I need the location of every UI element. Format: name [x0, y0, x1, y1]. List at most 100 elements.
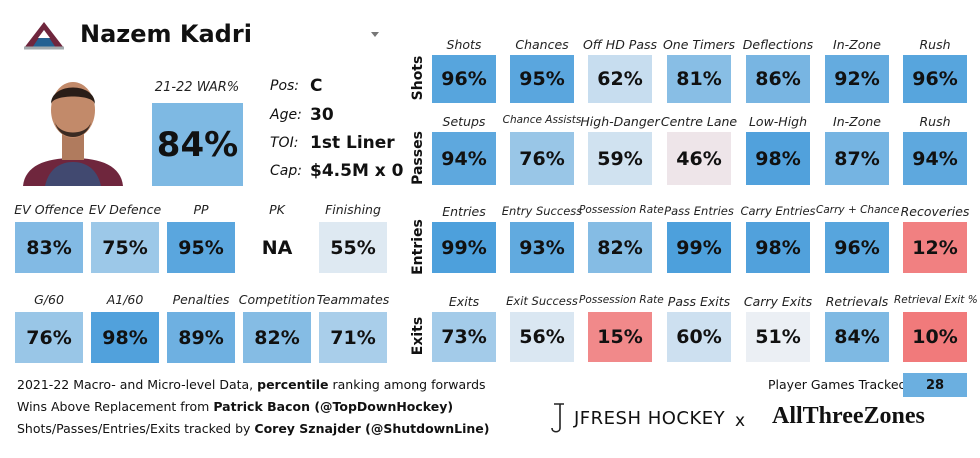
metric-value: 98% [746, 222, 810, 273]
metric-value: 86% [746, 55, 810, 103]
footer-line: 2021-22 Macro- and Micro-level Data, per… [17, 377, 486, 392]
bio-value: 30 [310, 105, 334, 125]
metric-value: 82% [588, 222, 652, 273]
metric-label: Carry Exits [743, 294, 813, 309]
metric-label: Entry Success [501, 204, 583, 218]
team-logo [24, 22, 64, 50]
metric-value: 55% [319, 222, 387, 273]
metric-value: 59% [588, 132, 652, 185]
brand-jfresh: JFRESH HOCKEY [574, 408, 726, 429]
metric-label: Carry + Chance [816, 204, 900, 216]
footer-line: Wins Above Replacement from Patrick Baco… [17, 399, 453, 414]
metric-label: Exit Success [506, 294, 578, 308]
metric-label: In-Zone [833, 114, 881, 129]
metric-value: 98% [91, 312, 159, 363]
metric-value: 89% [167, 312, 235, 363]
war-label: 21-22 WAR% [154, 80, 240, 95]
metric-label: Off HD Pass [582, 37, 658, 52]
metric-value: 95% [167, 222, 235, 273]
metric-value: 82% [243, 312, 311, 363]
metric-label: Centre Lane [660, 114, 738, 129]
metric-label: Rush [919, 37, 951, 52]
metric-value: 99% [667, 222, 731, 273]
metric-label: Shots [446, 37, 482, 52]
metric-label: Possession Rate [579, 204, 664, 216]
bio-value: 1st Liner [310, 133, 395, 153]
footer-text: Shots/Passes/Entries/Exits tracked by [17, 421, 255, 436]
footer-text: Patrick Bacon (@TopDownHockey) [213, 399, 454, 414]
metric-label: G/60 [34, 292, 64, 307]
dropdown-arrow[interactable] [371, 31, 381, 39]
row-title: Shots [410, 55, 426, 101]
metric-value: 93% [510, 222, 574, 273]
metric-label: One Timers [662, 37, 736, 52]
metric-value: 83% [15, 222, 83, 273]
jfresh-icon [551, 403, 564, 433]
footer-text: ranking among forwards [328, 377, 486, 392]
metric-label: Chances [515, 37, 569, 52]
metric-value: 76% [510, 132, 574, 185]
metric-value: 56% [510, 312, 574, 362]
metric-value: 99% [432, 222, 496, 273]
metric-label: Entries [442, 204, 486, 219]
metric-label: Setups [442, 114, 486, 129]
footer-text: percentile [257, 377, 329, 392]
war-value: 84% [152, 103, 243, 186]
bio-label: Age: [270, 107, 302, 123]
bio-value: C [310, 76, 323, 96]
metric-value: 12% [903, 222, 967, 273]
metric-value: 95% [510, 55, 574, 103]
metric-value: 98% [746, 132, 810, 185]
metric-label: Teammates [316, 292, 390, 307]
row-title: Exits [410, 316, 426, 356]
metric-value: 51% [746, 312, 810, 362]
metric-value: 84% [825, 312, 889, 362]
player-photo [23, 82, 123, 186]
metric-label: PP [193, 202, 209, 217]
metric-value: 87% [825, 132, 889, 185]
games-label: Player Games Tracked: [768, 377, 911, 392]
bio-label: TOI: [270, 135, 299, 151]
metric-value: 96% [825, 222, 889, 273]
row-title: Entries [410, 218, 426, 275]
metric-value: 60% [667, 312, 731, 362]
metric-label: Finishing [325, 202, 381, 217]
games-value: 28 [903, 373, 967, 397]
metric-label: In-Zone [833, 37, 881, 52]
metric-label: Carry Entries [740, 204, 816, 218]
metric-label: Deflections [742, 37, 814, 52]
metric-label: Possession Rate [579, 294, 664, 306]
metric-value: 94% [432, 132, 496, 185]
brand-allthreezones: AllThreeZones [772, 403, 925, 429]
metric-label: PK [269, 202, 285, 217]
metric-value: 62% [588, 55, 652, 103]
bio-label: Pos: [270, 78, 300, 94]
metric-label: High-Danger [580, 114, 660, 129]
metric-value: 10% [903, 312, 967, 362]
metric-value: 46% [667, 132, 731, 185]
metric-label: Chance Assists [502, 114, 582, 126]
footer-line: Shots/Passes/Entries/Exits tracked by Co… [17, 421, 489, 436]
metric-value: NA [243, 222, 311, 273]
metric-value: 15% [588, 312, 652, 362]
metric-label: Pass Exits [667, 294, 731, 309]
metric-label: Retrievals [825, 294, 889, 309]
player-name: Nazem Kadri [80, 20, 252, 48]
metric-label: Exits [448, 294, 480, 309]
metric-value: 76% [15, 312, 83, 363]
metric-label: EV Offence [14, 202, 84, 217]
metric-label: EV Defence [88, 202, 162, 217]
metric-label: A1/60 [106, 292, 144, 307]
metric-label: Recoveries [900, 204, 970, 219]
metric-value: 92% [825, 55, 889, 103]
bio-label: Cap: [270, 163, 302, 179]
metric-value: 96% [432, 55, 496, 103]
footer-text: Wins Above Replacement from [17, 399, 214, 414]
metric-label: Low-High [748, 114, 808, 129]
metric-label: Retrieval Exit % [894, 294, 978, 306]
row-title: Passes [410, 130, 426, 185]
metric-label: Rush [919, 114, 951, 129]
metric-label: Penalties [172, 292, 230, 307]
footer-text: 2021-22 Macro- and Micro-level Data, [17, 377, 258, 392]
